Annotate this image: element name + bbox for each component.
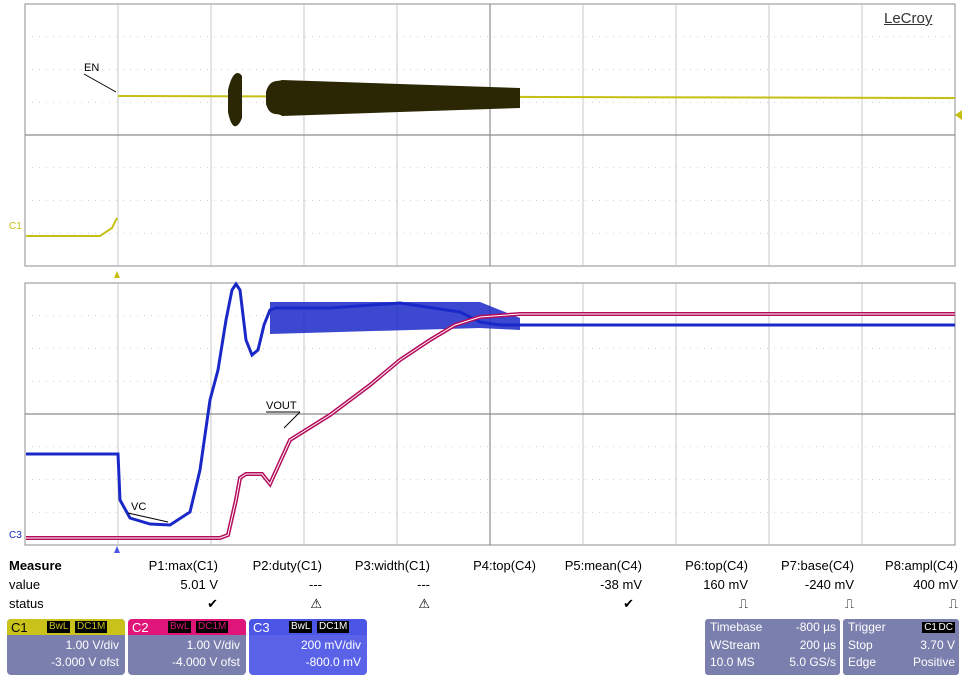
upper-grid: [24, 3, 956, 267]
trigger-slope: Positive: [912, 655, 955, 669]
c2-coupling-badge: DC1M: [196, 621, 229, 633]
c1-coupling-badge: DC1M: [75, 621, 108, 633]
p6-status-pulse-icon: ⎍: [738, 596, 748, 611]
timebase-per-div: 200 µs: [799, 638, 836, 652]
lower-grid: [24, 282, 956, 546]
p7-status-pulse-icon: ⎍: [844, 596, 854, 611]
p3-param[interactable]: P3:width(C1): [354, 558, 430, 573]
p5-status-check-icon: ✔: [623, 596, 634, 611]
timebase-descriptor[interactable]: Timebase -800 µs WStream 200 µs 10.0 MS …: [705, 619, 840, 675]
channel-c1-descriptor[interactable]: C1 BwL DC1M 1.00 V/div -3.000 V ofst: [7, 619, 125, 675]
c3-offset: -800.0 mV: [305, 655, 361, 669]
c1-bwl-badge: BwL: [47, 621, 71, 633]
channel-c3-descriptor[interactable]: C3 BwL DC1M 200 mV/div -800.0 mV: [249, 619, 367, 675]
lecroy-logo: LeCroy: [884, 10, 933, 27]
vout-label-leader: [283, 411, 301, 429]
p8-status-pulse-icon: ⎍: [948, 596, 958, 611]
c2-offset: -4.000 V ofst: [171, 655, 240, 669]
c2-bwl-badge: BwL: [168, 621, 192, 633]
c1-name: C1: [11, 620, 28, 635]
timebase-label: Timebase: [710, 620, 763, 634]
c3-coupling-badge: DC1M: [317, 621, 350, 633]
trigger-level-marker[interactable]: [955, 110, 962, 120]
measurement-table: Measure value status P1:max(C1) 5.01 V ✔…: [0, 556, 962, 618]
trigger-state: Stop: [848, 638, 873, 652]
status-row-header: status: [9, 596, 44, 611]
trigger-source-badge: C1: [922, 622, 939, 633]
p6-param[interactable]: P6:top(C4): [685, 558, 748, 573]
vc-label-leader: [127, 512, 169, 523]
lower-trigger-position-marker[interactable]: [114, 546, 120, 553]
c2-scale: 1.00 V/div: [186, 638, 240, 652]
trigger-descriptor[interactable]: Trigger C1 DC Stop 3.70 V Edge Positive: [843, 619, 959, 675]
value-row-header: value: [9, 577, 41, 592]
c3-scale: 200 mV/div: [300, 638, 361, 652]
p8-value: 400 mV: [913, 577, 958, 592]
p3-value: ---: [417, 577, 430, 592]
c1-scale: 1.00 V/div: [65, 638, 119, 652]
p8-param[interactable]: P8:ampl(C4): [885, 558, 958, 573]
p7-param[interactable]: P7:base(C4): [781, 558, 854, 573]
c1-offset: -3.000 V ofst: [50, 655, 119, 669]
timebase-mode: WStream: [710, 638, 761, 652]
p2-value: ---: [309, 577, 322, 592]
trigger-position-marker[interactable]: [114, 271, 120, 278]
c1-channel-marker: C1: [9, 221, 22, 232]
vout-waveform: [26, 312, 955, 540]
vout-label: VOUT: [266, 400, 297, 412]
c3-bwl-badge: BwL: [289, 621, 313, 633]
en-label: EN: [84, 62, 99, 74]
p1-param[interactable]: P1:max(C1): [148, 558, 218, 573]
c3-channel-marker: C3: [9, 530, 22, 541]
p4-param[interactable]: P4:top(C4): [473, 558, 536, 573]
timebase-samples: 10.0 MS: [710, 655, 755, 669]
p1-value: 5.01 V: [180, 577, 218, 592]
trigger-level: 3.70 V: [920, 638, 955, 652]
timebase-rate: 5.0 GS/s: [789, 655, 836, 669]
trigger-label: Trigger: [848, 620, 886, 634]
trigger-type: Edge: [848, 655, 877, 669]
trigger-coupling-badge: DC: [936, 622, 955, 633]
p2-status-warning-icon: ⚠: [310, 596, 322, 611]
c1-waveform: [26, 72, 956, 237]
waveform-display[interactable]: EN C1 VOUT VC C3 LeCroy: [0, 0, 962, 553]
vc-label: VC: [131, 501, 146, 513]
channel-c2-descriptor[interactable]: C2 BwL DC1M 1.00 V/div -4.000 V ofst: [128, 619, 246, 675]
p6-value: 160 mV: [703, 577, 748, 592]
p2-param[interactable]: P2:duty(C1): [252, 558, 322, 573]
timebase-delay: -800 µs: [795, 620, 836, 634]
c2-name: C2: [132, 620, 149, 635]
p5-param[interactable]: P5:mean(C4): [564, 558, 642, 573]
c3-name: C3: [253, 620, 270, 635]
measure-title: Measure: [9, 558, 62, 573]
p1-status-check-icon: ✔: [207, 596, 218, 611]
en-label-leader: [83, 73, 117, 93]
p3-status-warning-icon: ⚠: [418, 596, 430, 611]
p7-value: -240 mV: [804, 577, 854, 592]
p5-value: -38 mV: [600, 577, 642, 592]
